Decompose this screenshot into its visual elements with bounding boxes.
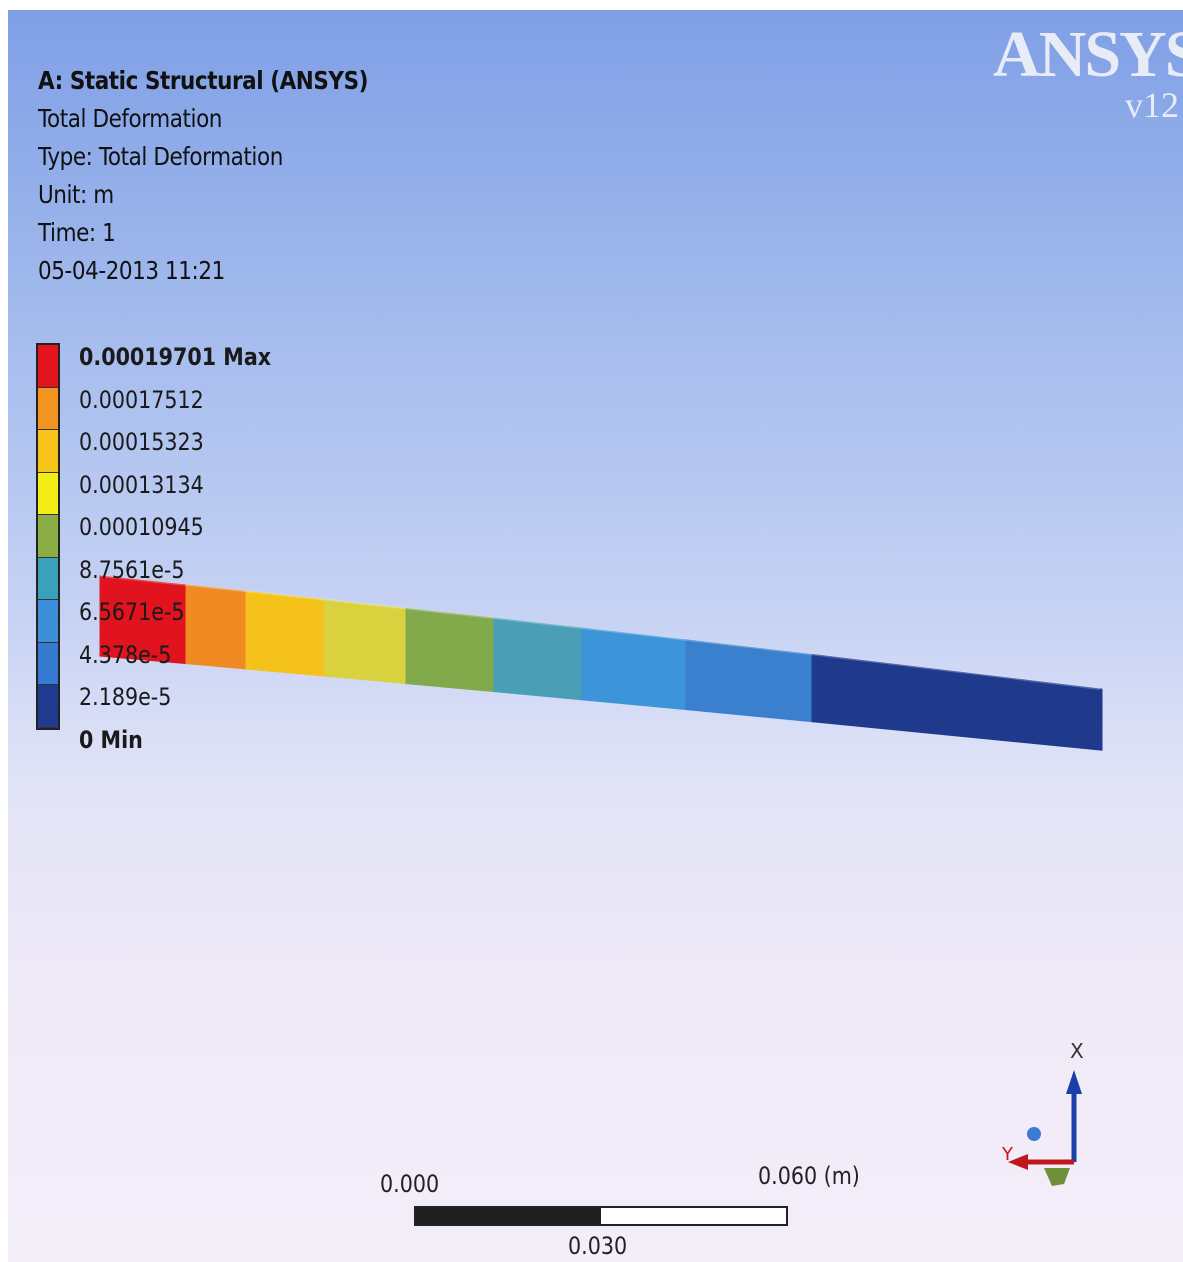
scale-fill: [416, 1208, 601, 1224]
triad-y-arrow: [1008, 1154, 1028, 1170]
legend-swatch: [38, 472, 58, 515]
result-unit: Unit: m: [38, 180, 114, 209]
legend-min-label: 0 Min: [79, 725, 143, 754]
legend-swatch: [38, 685, 58, 728]
triad-origin-marker: [1044, 1168, 1070, 1186]
legend-color-bar: [36, 343, 60, 730]
legend-level-label: 0.00017512: [79, 385, 204, 414]
triad-x-arrow: [1066, 1070, 1082, 1094]
logo-version: v12: [1125, 85, 1179, 125]
beam-contour-band: [405, 607, 495, 693]
triad-x-label: X: [1070, 1039, 1084, 1063]
beam-contour-band: [581, 627, 687, 711]
result-header: A: Static Structural (ANSYS) Total Defor…: [38, 62, 422, 290]
beam-contour-band: [811, 653, 1103, 751]
legend-level-label: 0.00015323: [79, 428, 204, 456]
beam-contour-band: [323, 599, 407, 685]
scale-left-label: 0.000: [380, 1170, 440, 1198]
legend-swatch: [38, 515, 58, 558]
result-datetime: 05-04-2013 11:21: [38, 256, 225, 285]
beam-contour-band: [493, 617, 583, 701]
contour-legend[interactable]: 0.00019701 Max 0.00017512 0.00015323 0.0001…: [36, 343, 336, 754]
analysis-title: A: Static Structural (ANSYS): [38, 66, 369, 95]
legend-max-label: 0.00019701 Max: [79, 343, 272, 371]
graphics-viewport[interactable]: A: Static Structural (ANSYS) Total Defor…: [8, 10, 1183, 1262]
legend-level-label: 2.189e-5: [79, 683, 172, 711]
result-name: Total Deformation: [38, 104, 223, 133]
ansys-logo: ANSYS v12: [993, 18, 1183, 125]
triad-z-dot: [1027, 1127, 1041, 1141]
legend-level-label: 6.5671e-5: [79, 598, 185, 626]
scale-ruler: 0.000 0.060 (m) 0.030: [380, 1162, 880, 1260]
legend-level-label: 8.7561e-5: [79, 555, 185, 584]
scale-right-label: 0.060 (m): [758, 1162, 860, 1190]
legend-level-label: 4.378e-5: [79, 640, 172, 669]
scale-mid-label: 0.030: [568, 1232, 628, 1260]
triad-y-label: Y: [1001, 1144, 1014, 1165]
beam-model[interactable]: [8, 10, 1183, 1262]
result-type: Type: Total Deformation: [38, 142, 283, 171]
logo-brand: ANSYS: [993, 18, 1183, 91]
legend-level-label: 0.00010945: [79, 513, 204, 541]
result-time: Time: 1: [38, 218, 116, 247]
legend-swatch: [38, 642, 58, 685]
legend-swatch: [38, 430, 58, 473]
legend-swatch: [38, 557, 58, 600]
axis-triad[interactable]: X Y: [988, 1030, 1098, 1200]
legend-level-label: 0.00013134: [79, 470, 204, 499]
legend-swatch: [38, 387, 58, 430]
legend-swatch: [38, 345, 58, 388]
legend-swatch: [38, 600, 58, 643]
scale-track: [414, 1206, 788, 1226]
beam-top-edge: [99, 575, 1101, 690]
